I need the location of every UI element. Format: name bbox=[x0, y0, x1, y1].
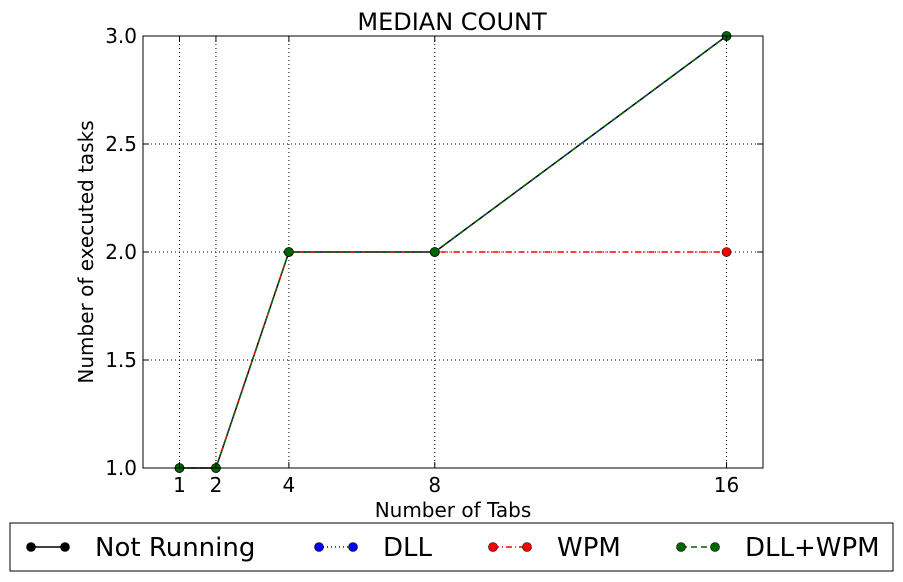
legend-label: WPM bbox=[557, 533, 621, 563]
chart-title: MEDIAN COUNT bbox=[357, 8, 547, 36]
legend-marker bbox=[348, 542, 358, 552]
y-tick-label: 1.5 bbox=[105, 348, 137, 372]
data-point bbox=[429, 247, 440, 257]
legend-marker bbox=[60, 542, 70, 552]
legend-box bbox=[9, 522, 894, 572]
legend-label: Not Running bbox=[95, 533, 255, 563]
x-tick-label: 4 bbox=[283, 473, 296, 497]
y-tick-label: 2.0 bbox=[105, 240, 137, 264]
x-tick-label: 1 bbox=[173, 473, 186, 497]
data-point bbox=[284, 247, 294, 257]
x-axis-label: Number of Tabs bbox=[375, 498, 532, 522]
x-tick-label: 8 bbox=[428, 473, 441, 497]
series-line bbox=[179, 251, 727, 469]
x-tick-label: 16 bbox=[714, 473, 739, 497]
y-tick-label: 1.0 bbox=[105, 456, 137, 480]
x-tick-label: 2 bbox=[210, 473, 223, 497]
legend-label: DLL bbox=[383, 533, 433, 563]
legend-marker bbox=[710, 542, 720, 552]
legend-marker bbox=[314, 542, 324, 552]
legend-marker bbox=[26, 542, 36, 552]
axis-ticks: 1 2 4 8 16 1.0 1.5 2.0 2.5 3.0 bbox=[105, 24, 763, 497]
data-point bbox=[721, 247, 732, 257]
legend-marker bbox=[522, 542, 532, 552]
y-axis-label: Number of executed tasks bbox=[74, 120, 98, 383]
y-tick-label: 3.0 bbox=[105, 24, 137, 48]
legend-marker bbox=[488, 542, 498, 552]
legend-marker bbox=[676, 542, 686, 552]
legend-label: DLL+WPM bbox=[745, 533, 880, 563]
grid bbox=[143, 35, 763, 469]
y-tick-label: 2.5 bbox=[105, 132, 137, 156]
legend: Not Running DLL WPM DLL+WPM bbox=[9, 522, 894, 572]
